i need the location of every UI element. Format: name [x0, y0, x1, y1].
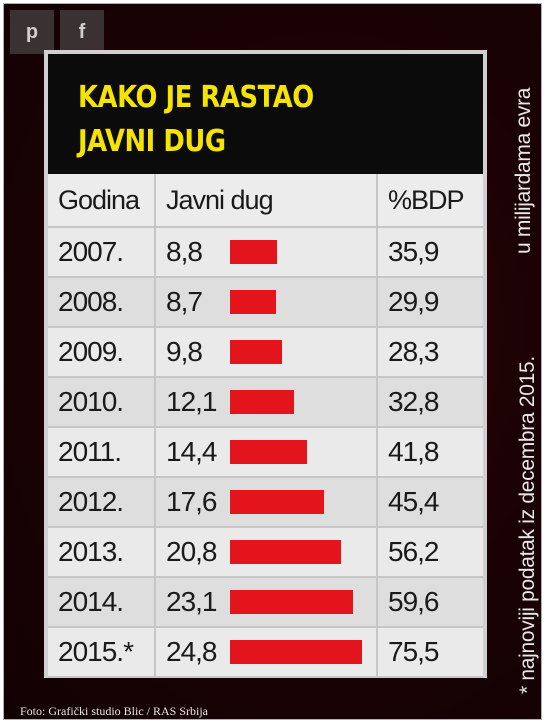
debt-value: 20,8 [166, 536, 218, 567]
facebook-share-button[interactable]: f [60, 10, 104, 54]
table-header: Godina Javni dug %BDP [48, 174, 483, 228]
debt-bar [230, 540, 341, 564]
year-cell: 2010. [48, 378, 156, 426]
year-cell: 2011. [48, 428, 156, 476]
pinterest-icon: p [25, 20, 39, 43]
table-row: 2009. 9,8 28,3 [48, 328, 483, 378]
table-row: 2007. 8,8 35,9 [48, 228, 483, 278]
year-cell: 2008. [48, 278, 156, 326]
year-cell: 2012. [48, 478, 156, 526]
debt-cell: 23,1 [156, 578, 378, 626]
debt-value: 8,7 [166, 286, 203, 317]
debt-value: 12,1 [166, 386, 218, 417]
debt-bar [230, 590, 353, 614]
gdp-cell: 28,3 [388, 336, 440, 367]
gdp-cell: 75,5 [388, 636, 440, 667]
debt-bar [230, 340, 282, 364]
footnote: * najnoviji podatak iz decembra 2015. [516, 356, 539, 694]
gdp-cell: 32,8 [388, 386, 440, 417]
year-cell: 2013. [48, 528, 156, 576]
debt-bar [230, 240, 277, 264]
debt-value: 9,8 [166, 336, 203, 367]
chart-title: KAKO JE RASTAO JAVNI DUG [78, 76, 314, 164]
facebook-icon: f [78, 20, 86, 43]
debt-cell: 17,6 [156, 478, 378, 526]
table-row: 2013. 20,8 56,2 [48, 528, 483, 578]
year-cell: 2009. [48, 328, 156, 376]
gdp-cell: 59,6 [388, 586, 440, 617]
table-row: 2008. 8,7 29,9 [48, 278, 483, 328]
debt-bar [230, 390, 294, 414]
column-header-year: Godina [48, 174, 156, 226]
table-row: 2012. 17,6 45,4 [48, 478, 483, 528]
gdp-cell: 45,4 [388, 486, 440, 517]
debt-bar [230, 490, 324, 514]
debt-bar [230, 640, 362, 664]
gdp-cell: 41,8 [388, 436, 440, 467]
debt-table: Godina Javni dug %BDP 2007. 8,8 35,9 2008. 8… [44, 174, 487, 678]
debt-bar [230, 440, 307, 464]
debt-cell: 24,8 [156, 628, 378, 676]
debt-cell: 20,8 [156, 528, 378, 576]
debt-value: 23,1 [166, 586, 218, 617]
year-cell: 2015.* [48, 628, 156, 676]
year-cell: 2014. [48, 578, 156, 626]
pinterest-share-button[interactable]: p [10, 10, 54, 54]
debt-value: 8,8 [166, 236, 203, 267]
debt-value: 14,4 [166, 436, 218, 467]
year-cell: 2007. [48, 228, 156, 276]
debt-cell: 8,7 [156, 278, 378, 326]
debt-cell: 9,8 [156, 328, 378, 376]
table-row: 2011. 14,4 41,8 [48, 428, 483, 478]
debt-cell: 14,4 [156, 428, 378, 476]
gdp-cell: 35,9 [388, 236, 440, 267]
debt-cell: 8,8 [156, 228, 378, 276]
photo-credit: Foto: Grafički studio Blic / RAS Srbija [20, 704, 208, 718]
title-panel: KAKO JE RASTAO JAVNI DUG [44, 50, 487, 174]
debt-value: 24,8 [166, 636, 218, 667]
gdp-cell: 56,2 [388, 536, 440, 567]
debt-bar [230, 290, 276, 314]
gdp-cell: 29,9 [388, 286, 440, 317]
table-row: 2010. 12,1 32,8 [48, 378, 483, 428]
title-line-1: KAKO JE RASTAO [78, 80, 314, 115]
debt-cell: 12,1 [156, 378, 378, 426]
table-row: 2015.* 24,8 75,5 [48, 628, 483, 678]
debt-value: 17,6 [166, 486, 218, 517]
unit-note: u milijardama evra [512, 87, 535, 254]
title-line-2: JAVNI DUG [78, 124, 226, 159]
infographic: p f KAKO JE RASTAO JAVNI DUG Godina Javn… [3, 3, 542, 720]
column-header-debt: Javni dug [156, 174, 378, 226]
table-row: 2014. 23,1 59,6 [48, 578, 483, 628]
column-header-gdp: %BDP [388, 184, 465, 215]
